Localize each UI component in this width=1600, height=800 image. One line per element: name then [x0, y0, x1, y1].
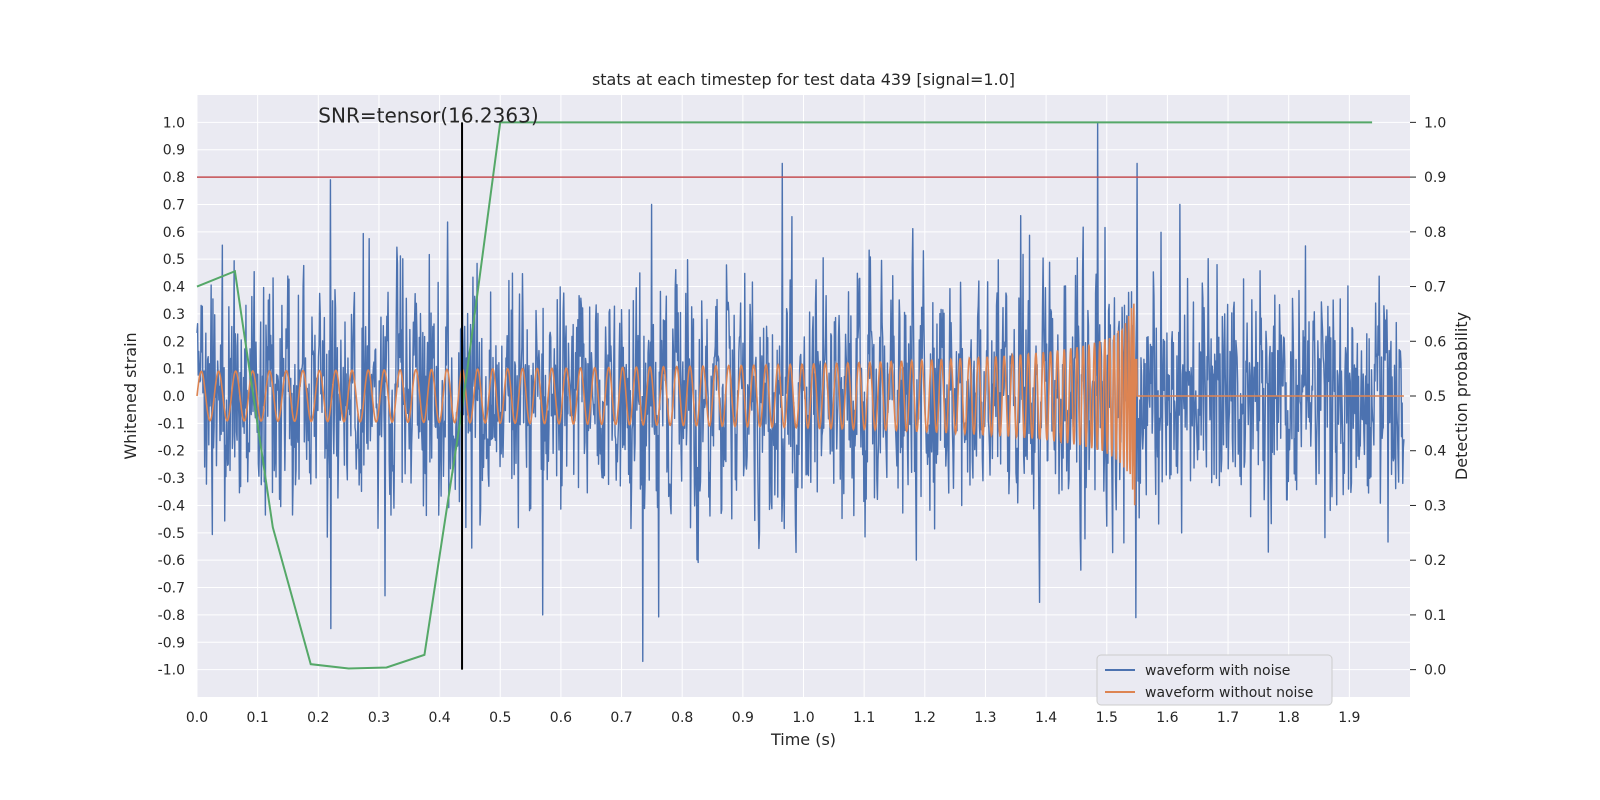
x-tick-label: 0.3 — [368, 710, 390, 726]
y-tick-label: 0.1 — [163, 362, 185, 378]
x-tick-label: 0.1 — [247, 710, 269, 726]
x-tick-label: 1.8 — [1278, 710, 1300, 726]
x-tick-label: 1.6 — [1156, 710, 1178, 726]
y2-tick-label: 0.9 — [1424, 170, 1446, 186]
y-tick-label: 0.8 — [163, 170, 185, 186]
x-tick-label: 1.1 — [853, 710, 875, 726]
line-waveform-without-noise — [196, 303, 1404, 506]
y-tick-label: 0.7 — [163, 197, 185, 213]
y-tick-label: -0.5 — [158, 526, 185, 542]
x-tick-label: 0.0 — [186, 710, 208, 726]
y2-tick-label: 0.4 — [1424, 444, 1446, 460]
x-tick-label: 0.4 — [428, 710, 450, 726]
x-tick-label: 0.9 — [732, 710, 754, 726]
x-tick-label: 1.5 — [1096, 710, 1118, 726]
y-tick-label: 0.6 — [163, 225, 185, 241]
y2-tick-label: 0.1 — [1424, 608, 1446, 624]
snr-annotation: SNR=tensor(16.2363) — [318, 103, 538, 127]
y-tick-label: -0.7 — [158, 581, 185, 597]
y2-tick-label: 0.3 — [1424, 498, 1446, 514]
y-tick-label: -1.0 — [158, 663, 185, 679]
y-tick-label: -0.3 — [158, 471, 185, 487]
y-tick-label: 0.5 — [163, 252, 185, 268]
x-tick-label: 0.7 — [610, 710, 632, 726]
x-tick-label: 1.3 — [974, 710, 996, 726]
y-tick-label: 0.9 — [163, 143, 185, 159]
line-detection-probability — [196, 121, 1373, 670]
x-tick-label: 0.2 — [307, 710, 329, 726]
x-axis-label: Time (s) — [770, 730, 836, 749]
markers — [197, 122, 1410, 670]
legend-label-noise: waveform with noise — [1145, 663, 1290, 679]
y-tick-label: 0.4 — [163, 280, 185, 296]
x-tick-label: 0.5 — [489, 710, 511, 726]
y-tick-label: -0.6 — [158, 553, 185, 569]
y-tick-label: 1.0 — [163, 115, 185, 131]
y-axis-label: Whitened strain — [121, 332, 140, 459]
x-tick-label: 0.8 — [671, 710, 693, 726]
y-tick-label: 0.3 — [163, 307, 185, 323]
y-tick-label: -0.9 — [158, 635, 185, 651]
y2-tick-label: 0.5 — [1424, 389, 1446, 405]
y2-tick-label: 0.8 — [1424, 225, 1446, 241]
y-tick-label: 0.2 — [163, 334, 185, 350]
y2-axis-label: Detection probability — [1452, 312, 1471, 480]
x-tick-label: 1.7 — [1217, 710, 1239, 726]
legend: waveform with noise waveform without noi… — [1096, 654, 1333, 706]
tick-labels: 0.0 0.1 0.2 0.3 0.4 0.5 0.6 0.7 0.8 0.9 1.0 1.1 1.2 1… — [158, 115, 1447, 726]
legend-box — [1096, 654, 1333, 706]
y-tick-label: 0.0 — [163, 389, 185, 405]
y2-tick-label: 0.2 — [1424, 553, 1446, 569]
x-tick-label: 1.2 — [914, 710, 936, 726]
y-tick-label: -0.4 — [158, 498, 185, 514]
y2-tick-label: 1.0 — [1424, 115, 1446, 131]
x-tick-label: 1.9 — [1338, 710, 1360, 726]
y2-tick-label: 0.6 — [1424, 334, 1446, 350]
y2-tick-label: 0.0 — [1424, 663, 1446, 679]
chart-title: stats at each timestep for test data 439… — [592, 70, 1015, 89]
x-tick-label: 1.4 — [1035, 710, 1057, 726]
y-tick-label: -0.8 — [158, 608, 185, 624]
series-waveform-without-noise — [196, 303, 1404, 506]
y-tick-label: -0.1 — [158, 416, 185, 432]
y2-tick-label: 0.7 — [1424, 280, 1446, 296]
x-tick-label: 0.6 — [550, 710, 572, 726]
x-tick-label: 1.0 — [792, 710, 814, 726]
y-tick-label: -0.2 — [158, 444, 185, 460]
legend-label-clean: waveform without noise — [1145, 685, 1313, 701]
series-detection-probability — [196, 121, 1373, 670]
